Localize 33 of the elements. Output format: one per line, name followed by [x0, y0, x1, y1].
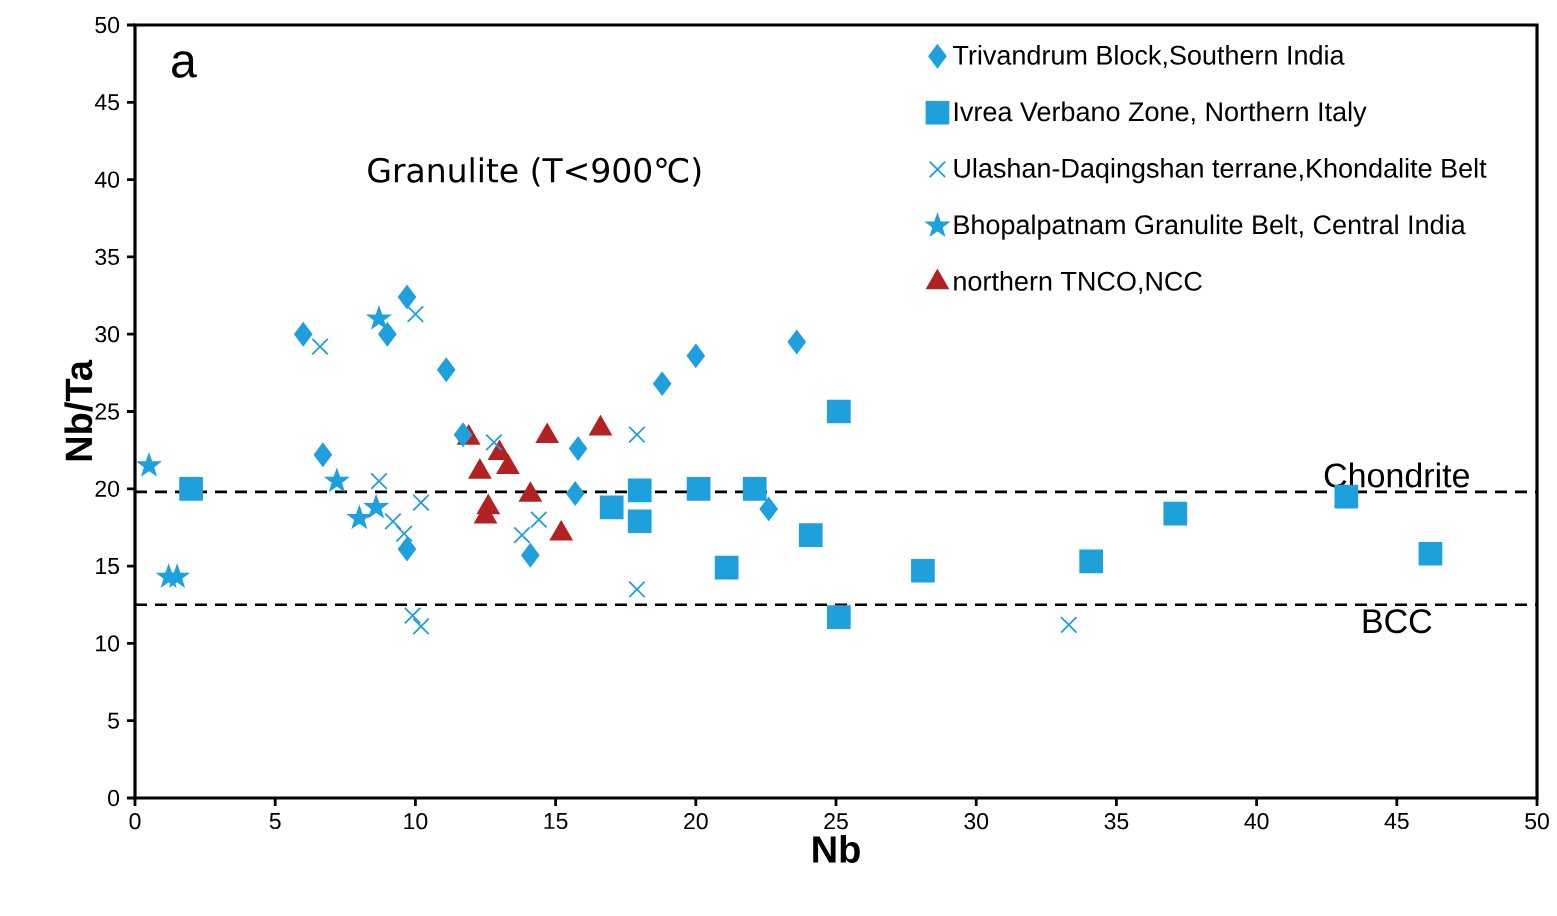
y-tick-label: 10 — [96, 635, 120, 652]
y-axis-title: Nb/Ta — [64, 359, 93, 461]
ref-line-label: BCC — [1363, 609, 1432, 634]
x-tick-label: 45 — [1384, 813, 1409, 830]
x-tick-label: 5 — [269, 813, 281, 830]
y-tick-label: 5 — [108, 712, 119, 729]
legend-label: northern TNCO,NCC — [954, 271, 1202, 295]
annotation: a — [172, 51, 197, 78]
legend-label: Ulashan-Daqingshan terrane,Khondalite Belt — [954, 158, 1487, 184]
y-tick-label: 20 — [95, 480, 120, 497]
legend-label: Trivandrum Block,Southern India — [953, 44, 1345, 68]
ref-line-label: Chondrite — [1324, 462, 1469, 488]
x-tick-label: 0 — [129, 813, 141, 830]
legend-label: Bhopalpatnam Granulite Belt, Central India — [954, 214, 1466, 240]
y-tick-label: 15 — [96, 558, 119, 575]
x-tick-label: 30 — [964, 813, 989, 830]
legend-label: Ivrea Verbano Zone, Northern Italy — [954, 101, 1367, 127]
y-tick-label: 50 — [95, 16, 120, 34]
x-tick-label: 50 — [1525, 813, 1549, 830]
y-tick-label: 45 — [94, 94, 119, 111]
x-tick-label: 15 — [544, 813, 568, 830]
x-tick-label: 40 — [1244, 813, 1269, 830]
x-tick-label: 10 — [404, 813, 428, 830]
y-tick-label: 30 — [95, 326, 120, 343]
x-tick-label: 25 — [824, 813, 848, 830]
y-tick-label: 35 — [95, 248, 119, 266]
annotation: Granulite (T<900℃) — [368, 157, 701, 187]
x-tick-label: 35 — [1104, 813, 1129, 830]
y-tick-label: 40 — [94, 171, 120, 188]
x-axis-title: Nb — [813, 835, 860, 863]
y-tick-label: 0 — [108, 789, 120, 807]
y-tick-label: 25 — [95, 403, 119, 420]
x-tick-label: 20 — [684, 813, 708, 830]
